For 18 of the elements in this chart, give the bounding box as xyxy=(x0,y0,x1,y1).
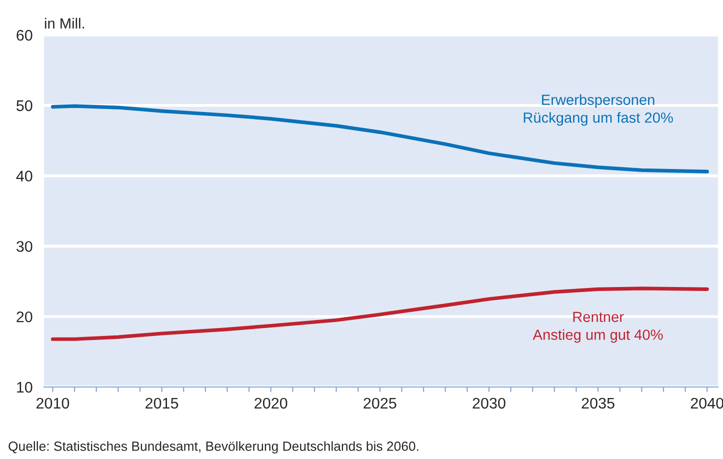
series-label: Rentner Anstieg um gut 40% xyxy=(532,312,663,343)
y-tick-label: 10 xyxy=(17,382,32,393)
line-series xyxy=(50,286,709,341)
x-tick-label: 2025 xyxy=(364,398,396,409)
x-tick-label: 2035 xyxy=(582,398,614,409)
y-tick-label: 60 xyxy=(16,30,32,41)
source-note: Quelle: Statistisches Bundesamt, Bevölkerung Deutschlands bis 2060. xyxy=(8,441,418,454)
y-tick-label: 20 xyxy=(16,311,32,322)
y-tick-label: 50 xyxy=(16,100,32,112)
x-tick-label: 2020 xyxy=(254,398,288,409)
x-tick-label: 2010 xyxy=(36,398,70,409)
x-tick-label: 2015 xyxy=(146,398,178,409)
y-tick-label: 30 xyxy=(16,241,32,252)
text: Erwerbspersonen Rückgang um fast 20% xyxy=(524,94,673,126)
x-tick-label: 2040 xyxy=(690,398,723,409)
y-axis-title: in Mill. xyxy=(44,18,84,28)
y-tick-label: 40 xyxy=(16,170,32,182)
x-tick-label: 2030 xyxy=(472,398,506,409)
